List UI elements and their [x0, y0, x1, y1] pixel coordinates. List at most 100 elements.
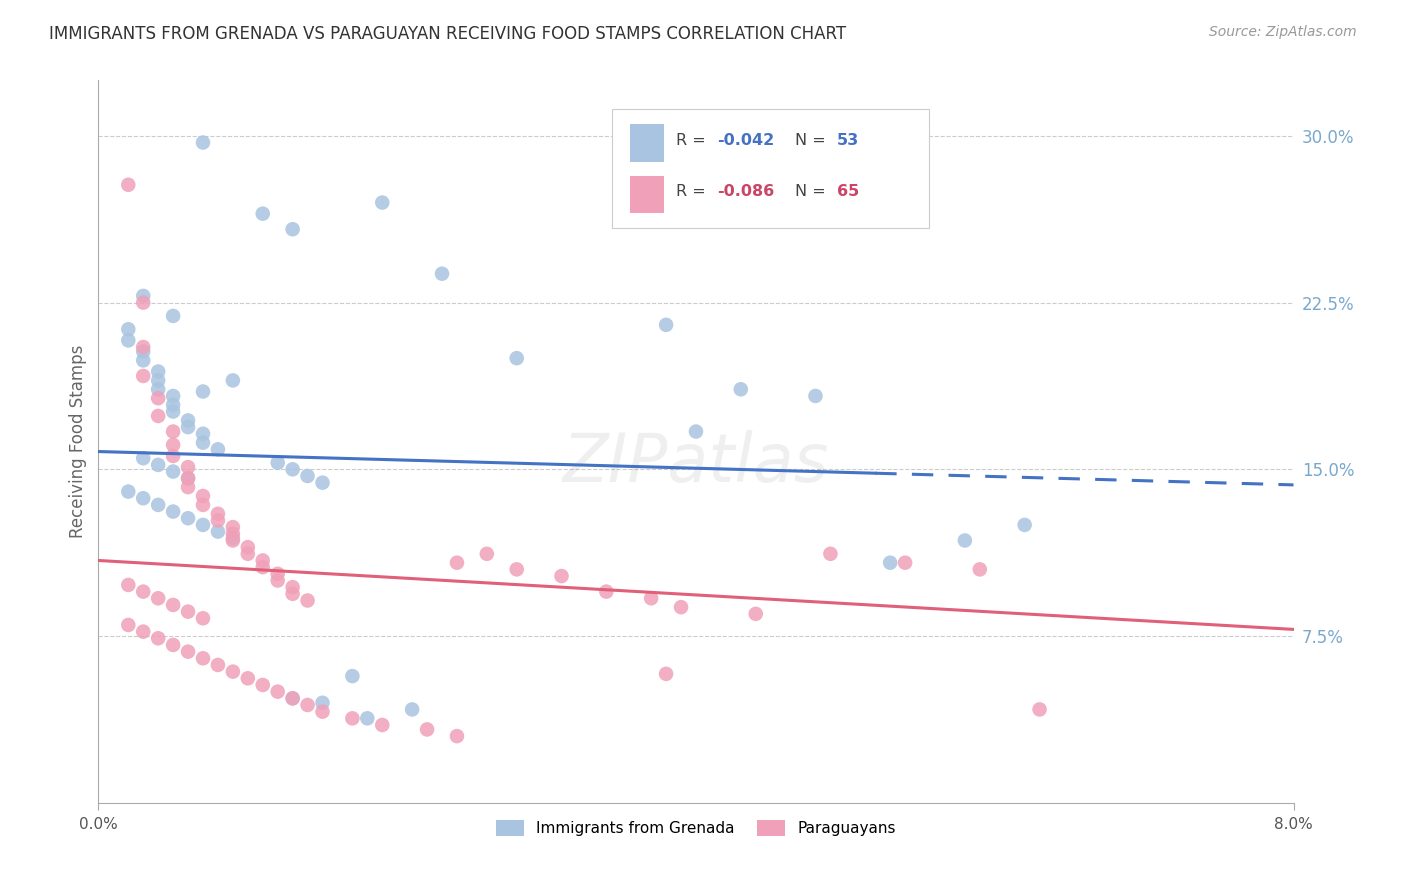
Point [222, 665, 245, 679]
Point [879, 556, 901, 570]
Point [191, 651, 214, 665]
Point [281, 462, 304, 476]
Point [162, 404, 184, 418]
Point [207, 513, 229, 527]
Point [640, 591, 662, 606]
Text: -0.042: -0.042 [717, 133, 775, 148]
Point [281, 587, 304, 601]
Point [191, 489, 214, 503]
Point [177, 511, 200, 525]
Point [132, 584, 155, 599]
Point [148, 458, 170, 472]
Text: R =: R = [676, 184, 710, 199]
Point [745, 607, 768, 621]
Point [342, 669, 364, 683]
Text: 53: 53 [837, 133, 859, 148]
Point [148, 364, 170, 378]
Point [207, 657, 229, 672]
Point [177, 480, 200, 494]
Point [148, 409, 170, 423]
Point [148, 591, 170, 606]
Legend: Immigrants from Grenada, Paraguayans: Immigrants from Grenada, Paraguayans [491, 814, 901, 842]
Point [236, 540, 259, 554]
Point [252, 678, 274, 692]
Point [820, 547, 842, 561]
Point [311, 475, 333, 490]
Text: 65: 65 [837, 184, 859, 199]
Point [685, 425, 707, 439]
Point [132, 295, 155, 310]
Point [162, 309, 184, 323]
Point [1028, 702, 1050, 716]
Point [236, 547, 259, 561]
Point [222, 533, 245, 548]
Point [148, 373, 170, 387]
Point [236, 671, 259, 685]
Point [371, 718, 394, 732]
Point [117, 334, 139, 348]
Point [162, 389, 184, 403]
Point [162, 398, 184, 412]
Point [267, 574, 290, 588]
Point [267, 456, 290, 470]
Point [132, 340, 155, 354]
Point [162, 638, 184, 652]
Point [655, 666, 678, 681]
Point [281, 691, 304, 706]
Point [281, 222, 304, 236]
Bar [630, 176, 664, 213]
Point [267, 566, 290, 581]
Point [162, 505, 184, 519]
Text: N =: N = [796, 184, 831, 199]
Point [162, 425, 184, 439]
Text: Source: ZipAtlas.com: Source: ZipAtlas.com [1209, 25, 1357, 39]
Point [207, 524, 229, 539]
Point [252, 560, 274, 574]
Point [148, 498, 170, 512]
Point [222, 526, 245, 541]
Point [191, 611, 214, 625]
Point [446, 729, 468, 743]
Point [475, 547, 498, 561]
Point [311, 696, 333, 710]
Point [177, 471, 200, 485]
Point [162, 465, 184, 479]
Point [148, 382, 170, 396]
Point [132, 368, 155, 383]
Point [177, 413, 200, 427]
Point [446, 556, 468, 570]
Point [595, 584, 617, 599]
Text: IMMIGRANTS FROM GRENADA VS PARAGUAYAN RECEIVING FOOD STAMPS CORRELATION CHART: IMMIGRANTS FROM GRENADA VS PARAGUAYAN RE… [49, 25, 846, 43]
Point [177, 460, 200, 475]
Point [506, 562, 529, 576]
Point [969, 562, 991, 576]
Y-axis label: Receiving Food Stamps: Receiving Food Stamps [69, 345, 87, 538]
Point [252, 553, 274, 567]
Point [222, 520, 245, 534]
Point [297, 593, 319, 607]
Point [401, 702, 423, 716]
Point [117, 322, 139, 336]
Point [222, 373, 245, 387]
Point [162, 598, 184, 612]
Point [148, 391, 170, 405]
Text: -0.086: -0.086 [717, 184, 775, 199]
Point [207, 507, 229, 521]
Bar [630, 124, 664, 162]
Point [177, 645, 200, 659]
Point [416, 723, 439, 737]
Point [117, 618, 139, 632]
Point [669, 600, 692, 615]
Point [117, 578, 139, 592]
Point [506, 351, 529, 366]
Point [191, 136, 214, 150]
Point [1014, 517, 1036, 532]
Point [132, 624, 155, 639]
Point [894, 556, 917, 570]
Point [804, 389, 827, 403]
Point [191, 384, 214, 399]
Point [267, 684, 290, 698]
Point [281, 691, 304, 706]
Point [191, 498, 214, 512]
Point [177, 471, 200, 485]
